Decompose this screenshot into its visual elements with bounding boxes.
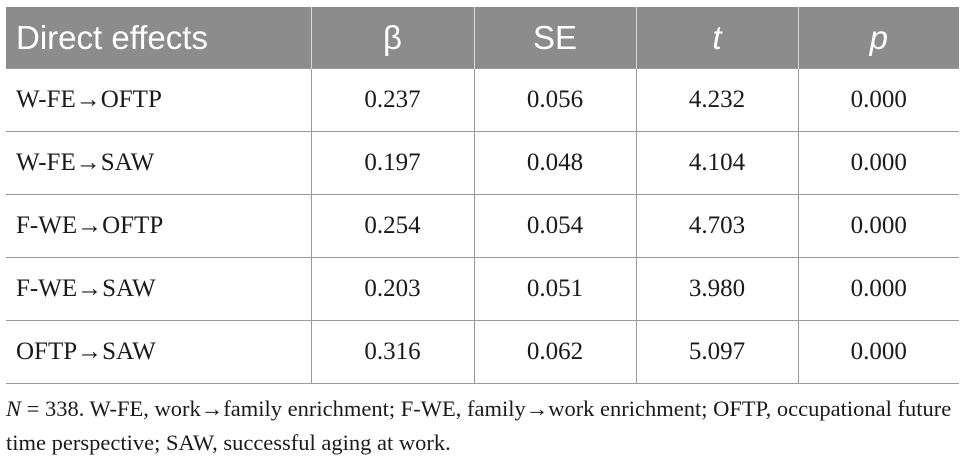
cell-t: 4.104 xyxy=(636,131,799,195)
cell-beta: 0.237 xyxy=(311,68,475,132)
cell-t: 3.980 xyxy=(636,257,799,321)
cell-p: 0.000 xyxy=(798,68,959,132)
header-beta: β xyxy=(311,7,475,69)
table-row: F-WE→SAW 0.203 0.051 3.980 0.000 xyxy=(6,257,959,321)
table-row: F-WE→OFTP 0.254 0.054 4.703 0.000 xyxy=(6,194,959,258)
cell-beta: 0.203 xyxy=(311,257,475,321)
cell-path: OFTP→SAW xyxy=(6,320,312,384)
cell-path: F-WE→OFTP xyxy=(6,194,312,258)
table-row: OFTP→SAW 0.316 0.062 5.097 0.000 xyxy=(6,320,959,384)
table-footnote: N = 338. W-FE, work→family enrichment; F… xyxy=(6,392,959,460)
direct-effects-table: Direct effects β SE t p W-FE→OFTP 0.237 … xyxy=(6,7,959,384)
table-body: W-FE→OFTP 0.237 0.056 4.232 0.000 W-FE→S… xyxy=(6,68,959,384)
cell-se: 0.051 xyxy=(474,257,637,321)
table-header: Direct effects β SE t p xyxy=(6,7,959,69)
cell-p: 0.000 xyxy=(798,320,959,384)
header-p: p xyxy=(798,7,959,69)
header-row: Direct effects β SE t p xyxy=(6,7,959,69)
results-table-container: Direct effects β SE t p W-FE→OFTP 0.237 … xyxy=(6,7,959,384)
footnote-text: = 338. W-FE, work→family enrichment; F-W… xyxy=(6,396,952,455)
cell-se: 0.054 xyxy=(474,194,637,258)
cell-path: W-FE→SAW xyxy=(6,131,312,195)
cell-path: F-WE→SAW xyxy=(6,257,312,321)
cell-t: 4.232 xyxy=(636,68,799,132)
cell-p: 0.000 xyxy=(798,257,959,321)
cell-path: W-FE→OFTP xyxy=(6,68,312,132)
cell-t: 5.097 xyxy=(636,320,799,384)
cell-beta: 0.316 xyxy=(311,320,475,384)
cell-p: 0.000 xyxy=(798,131,959,195)
header-direct-effects: Direct effects xyxy=(6,7,312,69)
cell-se: 0.048 xyxy=(474,131,637,195)
cell-beta: 0.197 xyxy=(311,131,475,195)
cell-beta: 0.254 xyxy=(311,194,475,258)
cell-se: 0.062 xyxy=(474,320,637,384)
footnote-n-symbol: N xyxy=(6,396,22,421)
table-row: W-FE→OFTP 0.237 0.056 4.232 0.000 xyxy=(6,68,959,132)
header-t: t xyxy=(636,7,799,69)
cell-t: 4.703 xyxy=(636,194,799,258)
table-row: W-FE→SAW 0.197 0.048 4.104 0.000 xyxy=(6,131,959,195)
cell-se: 0.056 xyxy=(474,68,637,132)
cell-p: 0.000 xyxy=(798,194,959,258)
header-se: SE xyxy=(474,7,637,69)
